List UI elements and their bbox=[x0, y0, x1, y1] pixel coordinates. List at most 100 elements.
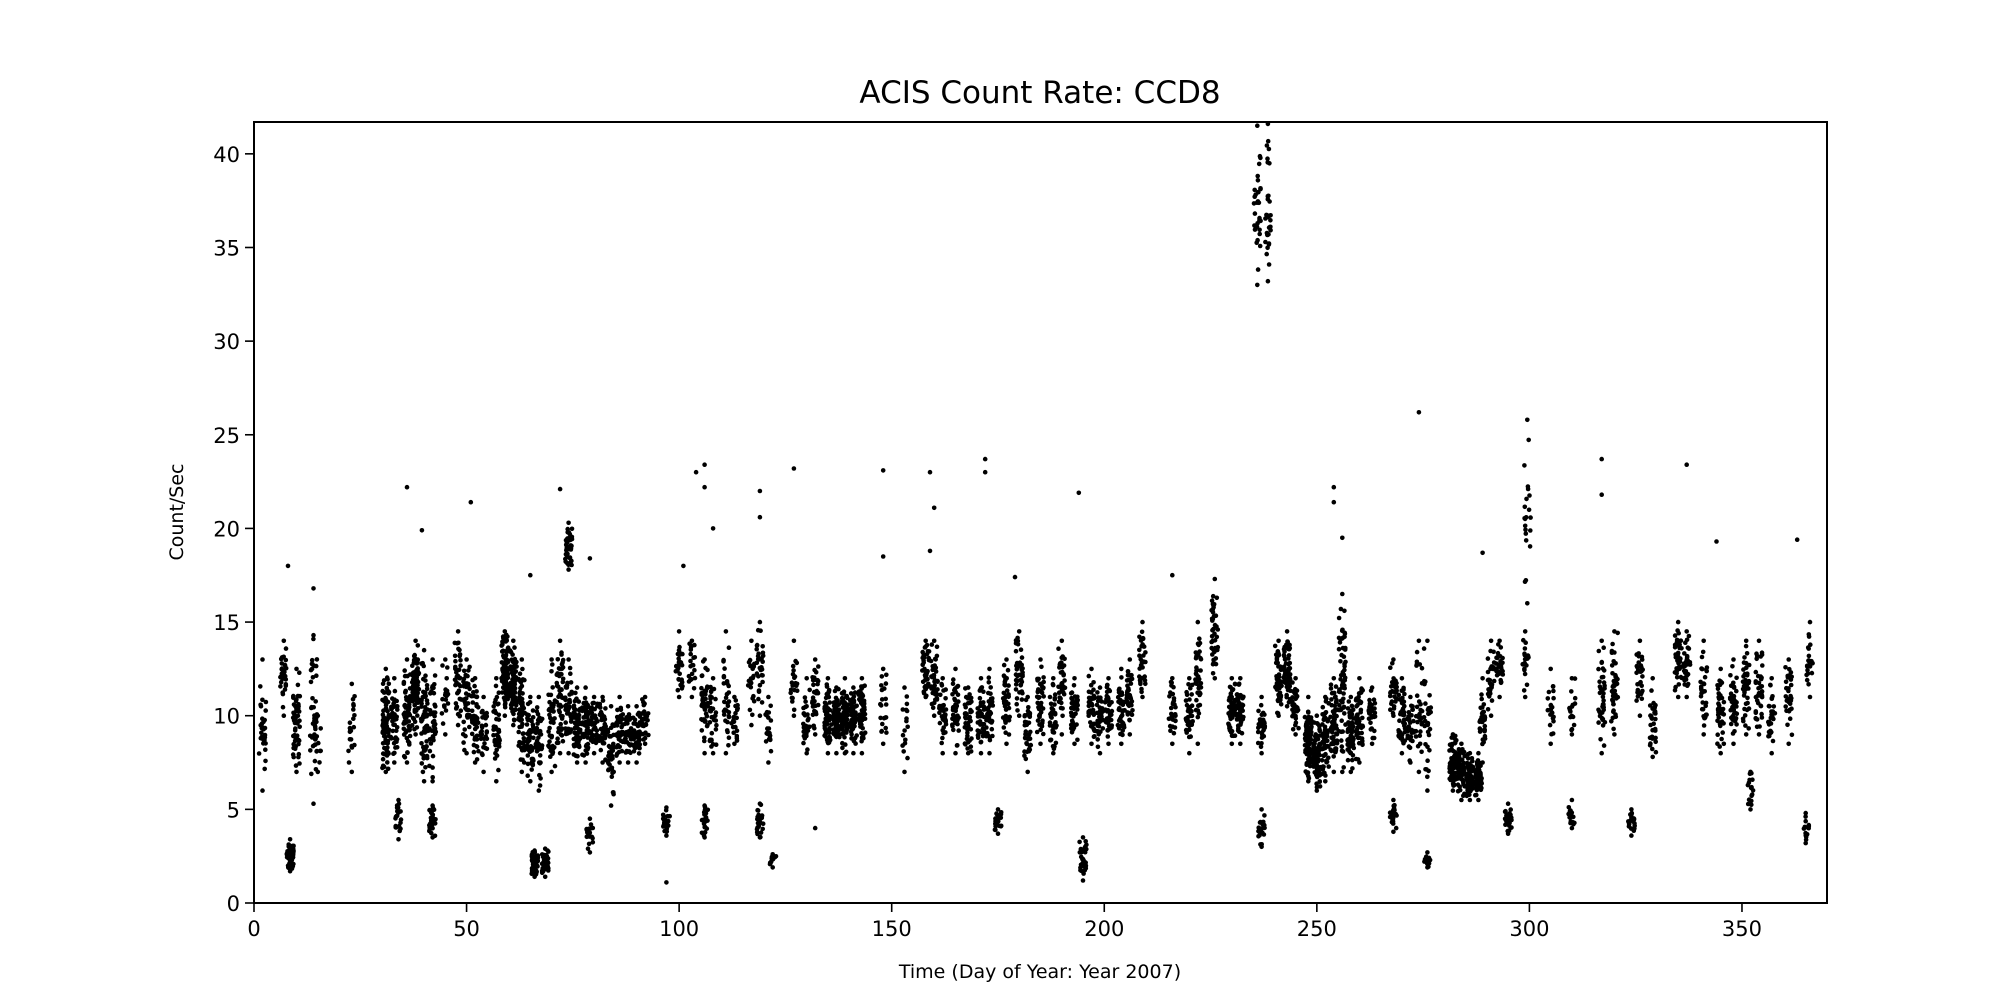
data-point bbox=[312, 720, 317, 726]
data-point bbox=[419, 719, 424, 724]
data-point bbox=[1173, 718, 1178, 724]
data-point bbox=[805, 717, 811, 723]
data-point bbox=[1014, 696, 1020, 701]
data-point bbox=[858, 720, 863, 726]
data-point bbox=[1419, 749, 1424, 755]
data-point bbox=[1108, 717, 1114, 723]
data-point bbox=[1255, 178, 1261, 183]
data-point bbox=[1254, 240, 1259, 246]
data-point bbox=[1339, 652, 1344, 658]
data-point bbox=[924, 642, 930, 648]
data-point bbox=[505, 671, 511, 677]
data-point bbox=[1107, 688, 1113, 694]
data-point bbox=[592, 725, 598, 730]
data-point bbox=[1140, 635, 1146, 641]
data-point bbox=[567, 697, 572, 703]
data-point bbox=[1048, 711, 1053, 717]
data-point bbox=[392, 676, 397, 681]
data-point bbox=[770, 865, 775, 870]
data-point bbox=[1039, 664, 1044, 670]
data-point bbox=[514, 659, 519, 665]
data-point bbox=[317, 748, 323, 754]
data-point bbox=[1282, 654, 1287, 659]
data-point bbox=[442, 704, 447, 709]
data-point bbox=[536, 788, 542, 793]
data-point bbox=[1323, 779, 1328, 784]
data-point bbox=[733, 703, 738, 709]
data-point bbox=[1083, 863, 1089, 869]
data-point bbox=[823, 704, 829, 709]
data-point bbox=[606, 753, 611, 759]
data-point bbox=[349, 745, 355, 750]
data-point bbox=[664, 820, 670, 826]
data-point bbox=[1360, 741, 1365, 747]
data-point bbox=[1125, 673, 1131, 678]
data-point bbox=[1099, 699, 1104, 704]
data-point bbox=[1050, 727, 1055, 733]
data-point bbox=[940, 728, 945, 733]
data-point bbox=[1047, 694, 1053, 700]
data-point bbox=[528, 694, 533, 700]
data-point bbox=[932, 683, 937, 688]
data-point bbox=[981, 689, 986, 694]
data-point bbox=[518, 699, 524, 704]
data-point bbox=[1169, 711, 1174, 717]
data-point bbox=[707, 700, 713, 705]
data-point bbox=[1212, 676, 1218, 681]
data-point bbox=[1210, 638, 1215, 644]
data-point bbox=[1401, 720, 1406, 725]
data-point bbox=[396, 797, 401, 803]
data-point bbox=[445, 701, 451, 706]
data-point bbox=[1037, 681, 1043, 687]
data-point bbox=[563, 720, 568, 725]
data-point bbox=[986, 675, 992, 680]
data-point bbox=[955, 713, 960, 718]
data-point bbox=[1061, 691, 1067, 697]
data-point bbox=[1451, 783, 1456, 788]
data-point bbox=[804, 750, 809, 756]
data-point bbox=[1236, 726, 1241, 731]
data-point bbox=[402, 719, 407, 724]
data-point bbox=[456, 646, 461, 652]
data-point bbox=[688, 664, 693, 669]
data-point bbox=[1187, 676, 1192, 681]
data-point bbox=[1406, 744, 1412, 749]
data-point bbox=[456, 688, 462, 693]
data-point bbox=[827, 730, 832, 735]
data-point bbox=[975, 720, 981, 725]
data-point bbox=[575, 753, 580, 759]
data-point bbox=[993, 827, 998, 833]
data-point bbox=[759, 656, 764, 661]
data-point bbox=[533, 855, 538, 860]
data-point bbox=[1099, 714, 1104, 719]
data-point bbox=[1238, 741, 1243, 747]
data-point bbox=[689, 694, 695, 700]
data-point bbox=[590, 840, 596, 845]
data-point bbox=[1388, 684, 1394, 689]
data-point bbox=[443, 697, 449, 702]
data-point bbox=[1038, 741, 1043, 747]
data-point bbox=[566, 562, 571, 568]
data-point bbox=[588, 729, 594, 734]
data-point bbox=[618, 733, 623, 738]
data-point bbox=[766, 694, 771, 700]
data-point bbox=[1184, 689, 1189, 695]
data-point bbox=[1306, 694, 1311, 700]
data-point bbox=[810, 695, 816, 700]
data-point bbox=[380, 751, 386, 756]
data-point bbox=[733, 724, 738, 730]
data-point bbox=[1097, 685, 1103, 690]
data-point bbox=[954, 702, 959, 708]
data-point bbox=[280, 704, 286, 710]
data-point bbox=[1051, 750, 1056, 756]
data-point bbox=[1425, 758, 1430, 763]
data-point bbox=[527, 738, 532, 743]
data-point bbox=[883, 725, 888, 731]
data-point bbox=[1109, 723, 1115, 728]
data-point bbox=[415, 695, 420, 700]
data-point bbox=[507, 684, 513, 690]
data-point bbox=[402, 714, 407, 719]
data-point bbox=[1183, 698, 1189, 703]
data-point bbox=[1399, 688, 1404, 693]
data-point bbox=[385, 716, 391, 721]
